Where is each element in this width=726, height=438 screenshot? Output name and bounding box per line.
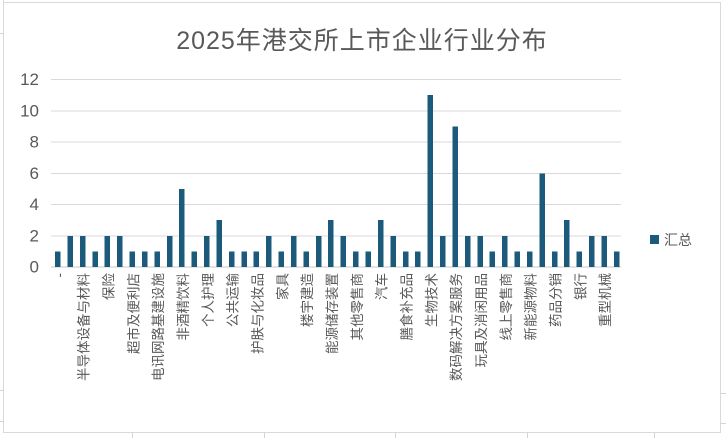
bar — [415, 251, 421, 267]
bar — [278, 251, 285, 267]
x-axis-category-label: 数码解决方案服务 — [448, 273, 464, 381]
x-axis-category-label: - — [52, 273, 67, 278]
bar — [117, 235, 123, 267]
worksheet-gridline — [0, 33, 3, 34]
bar — [489, 251, 496, 267]
bar — [315, 235, 322, 267]
bar — [353, 251, 359, 267]
x-axis-category-label: 膳食补充品 — [399, 273, 415, 341]
x-axis-category-label: 半导体设备与材料 — [76, 273, 92, 381]
bar — [464, 235, 471, 267]
x-axis-category-label: 个人护理 — [201, 273, 216, 327]
x-axis-category-label: 护肤与化妆品 — [250, 273, 265, 354]
x-axis-category-label: 能源储存装置 — [325, 273, 340, 354]
y-axis-tick-label: 10 — [20, 101, 39, 120]
worksheet-gridline — [395, 433, 396, 438]
worksheet-gridline — [721, 423, 726, 424]
bar — [589, 235, 595, 267]
x-axis-category-label: 公共运输 — [226, 273, 241, 327]
bar — [539, 173, 545, 267]
bar — [216, 220, 222, 267]
bar — [402, 251, 409, 267]
worksheet-gridline — [0, 390, 3, 391]
bar — [576, 251, 583, 267]
bar — [266, 235, 272, 267]
bar — [551, 251, 558, 267]
x-axis-category-label: 电讯网路基建设施 — [150, 273, 166, 381]
x-axis-category-label: 楼宇建造 — [300, 273, 315, 327]
bar — [55, 251, 61, 267]
y-axis-tick-label: 2 — [30, 226, 39, 245]
bar — [104, 235, 111, 267]
bar — [377, 220, 384, 267]
y-axis-tick-label: 12 — [20, 70, 39, 89]
bar — [427, 95, 434, 267]
x-axis-category-label: 新能源物料 — [524, 273, 539, 341]
bar — [440, 235, 446, 267]
legend-swatch-icon — [650, 235, 659, 244]
bar — [601, 235, 607, 267]
worksheet-gridline — [264, 433, 265, 438]
x-axis-category-label: 线上零售商 — [499, 273, 514, 341]
y-axis-tick-label: 6 — [30, 164, 39, 183]
worksheet-gridline — [527, 433, 528, 438]
x-axis-category-label: 药品分销 — [549, 273, 564, 327]
x-axis-category-label: 保险 — [101, 273, 116, 300]
bar — [290, 235, 297, 267]
bar — [365, 251, 371, 267]
bar — [514, 251, 521, 267]
bar — [141, 251, 148, 267]
bar — [92, 251, 98, 267]
legend: 汇总 — [650, 231, 692, 248]
bar-chart[interactable]: 2025年港交所上市企业行业分布 0 2 4 6 8 10 12 - 半导体设备与材料 保险 超市及… — [3, 2, 721, 433]
y-axis-tick-label: 8 — [30, 133, 39, 152]
bar — [340, 235, 347, 267]
worksheet-gridline — [132, 433, 133, 438]
worksheet-gridline — [3, 0, 4, 2]
legend-series-label: 汇总 — [664, 231, 692, 248]
y-axis-tick-label: 0 — [30, 258, 39, 277]
bar — [253, 251, 260, 267]
bar — [228, 251, 235, 267]
bar — [241, 251, 247, 267]
x-axis-category-label: 家具 — [274, 273, 290, 300]
x-axis-category-label: 非酒精饮料 — [176, 273, 191, 341]
bar — [328, 220, 334, 267]
bar — [204, 235, 210, 267]
bar — [166, 235, 173, 267]
plot-area: 0 2 4 6 8 10 12 - 半导体设备与材料 保险 超市及便利店 电讯网路基建设施 非酒精饮料个… — [20, 70, 621, 381]
bar — [564, 220, 570, 267]
bar — [67, 235, 73, 267]
y-axis-tick-label: 4 — [30, 195, 39, 214]
worksheet-gridline — [0, 421, 3, 422]
x-axis-category-label: 生物技术 — [424, 273, 439, 327]
x-axis-category-label: 汽车 — [374, 273, 390, 300]
x-axis-category-label: 银行 — [573, 273, 588, 300]
bar — [502, 235, 508, 267]
x-axis-category-label: 重型机械 — [598, 273, 613, 327]
bar — [526, 251, 533, 267]
bar — [390, 235, 396, 267]
worksheet-gridline — [721, 393, 726, 394]
bar — [303, 251, 309, 267]
bar — [191, 251, 198, 267]
worksheet-gridline — [654, 433, 655, 438]
bar — [613, 251, 620, 267]
bar — [154, 251, 160, 267]
x-axis-category-label: 超市及便利店 — [125, 273, 141, 354]
bar — [129, 251, 136, 267]
bar — [79, 235, 86, 267]
bar — [179, 188, 185, 267]
chart-title: 2025年港交所上市企业行业分布 — [176, 27, 548, 55]
x-axis-category-label: 玩具及消闲用品 — [474, 273, 489, 368]
bar — [477, 235, 483, 267]
bar — [452, 126, 458, 267]
x-axis-category-label: 其他零售商 — [350, 273, 365, 341]
